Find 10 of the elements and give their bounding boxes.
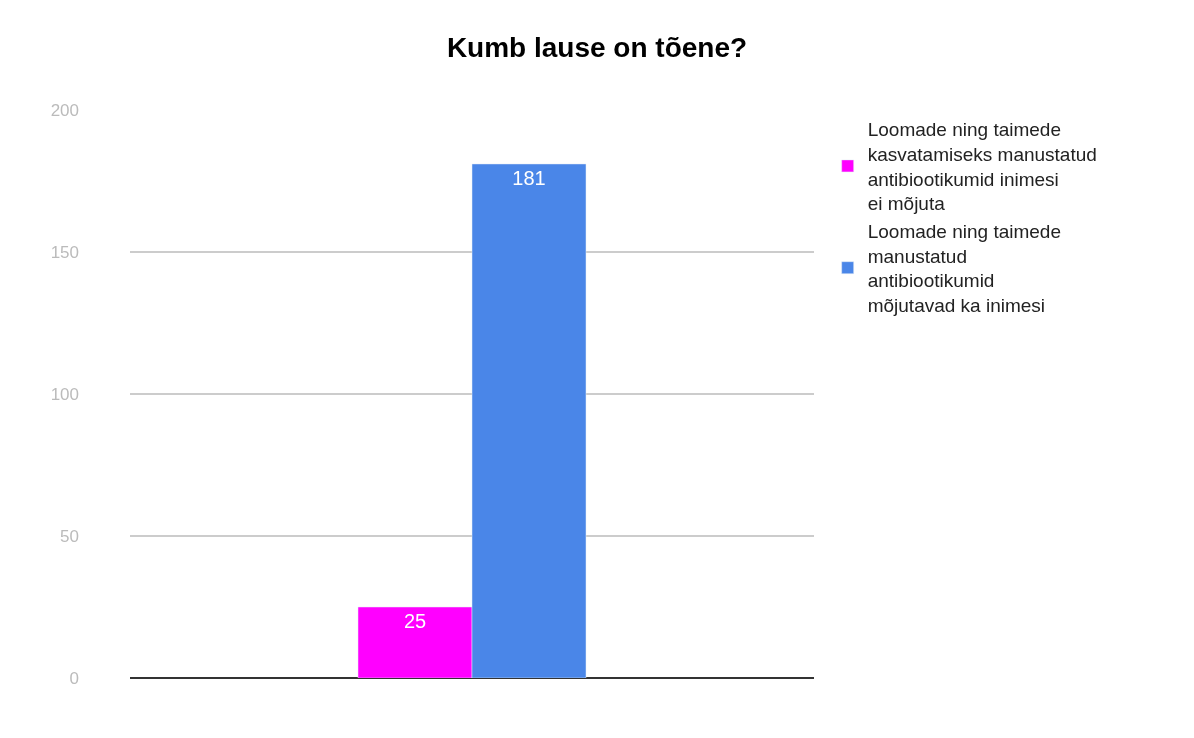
legend-label: Loomade ning taimede kasvatamiseks manustatud antibiootikumid inimesi ei mõjuta — [867, 119, 1097, 215]
y-tick-label: 150 — [50, 242, 79, 262]
y-tick-label: 100 — [50, 384, 79, 404]
y-tick-label: 50 — [60, 526, 79, 546]
data-label: 181 — [512, 166, 546, 189]
chart-title: Kumb lause on tõene? — [446, 31, 748, 63]
y-tick-label: 200 — [50, 100, 79, 120]
legend-label: Loomade ning taimede manustatud antibiootikumid mõjutavad ka inimesi — [867, 221, 1061, 317]
data-label: 25 — [403, 610, 427, 632]
y-tick-label: 0 — [69, 668, 79, 688]
